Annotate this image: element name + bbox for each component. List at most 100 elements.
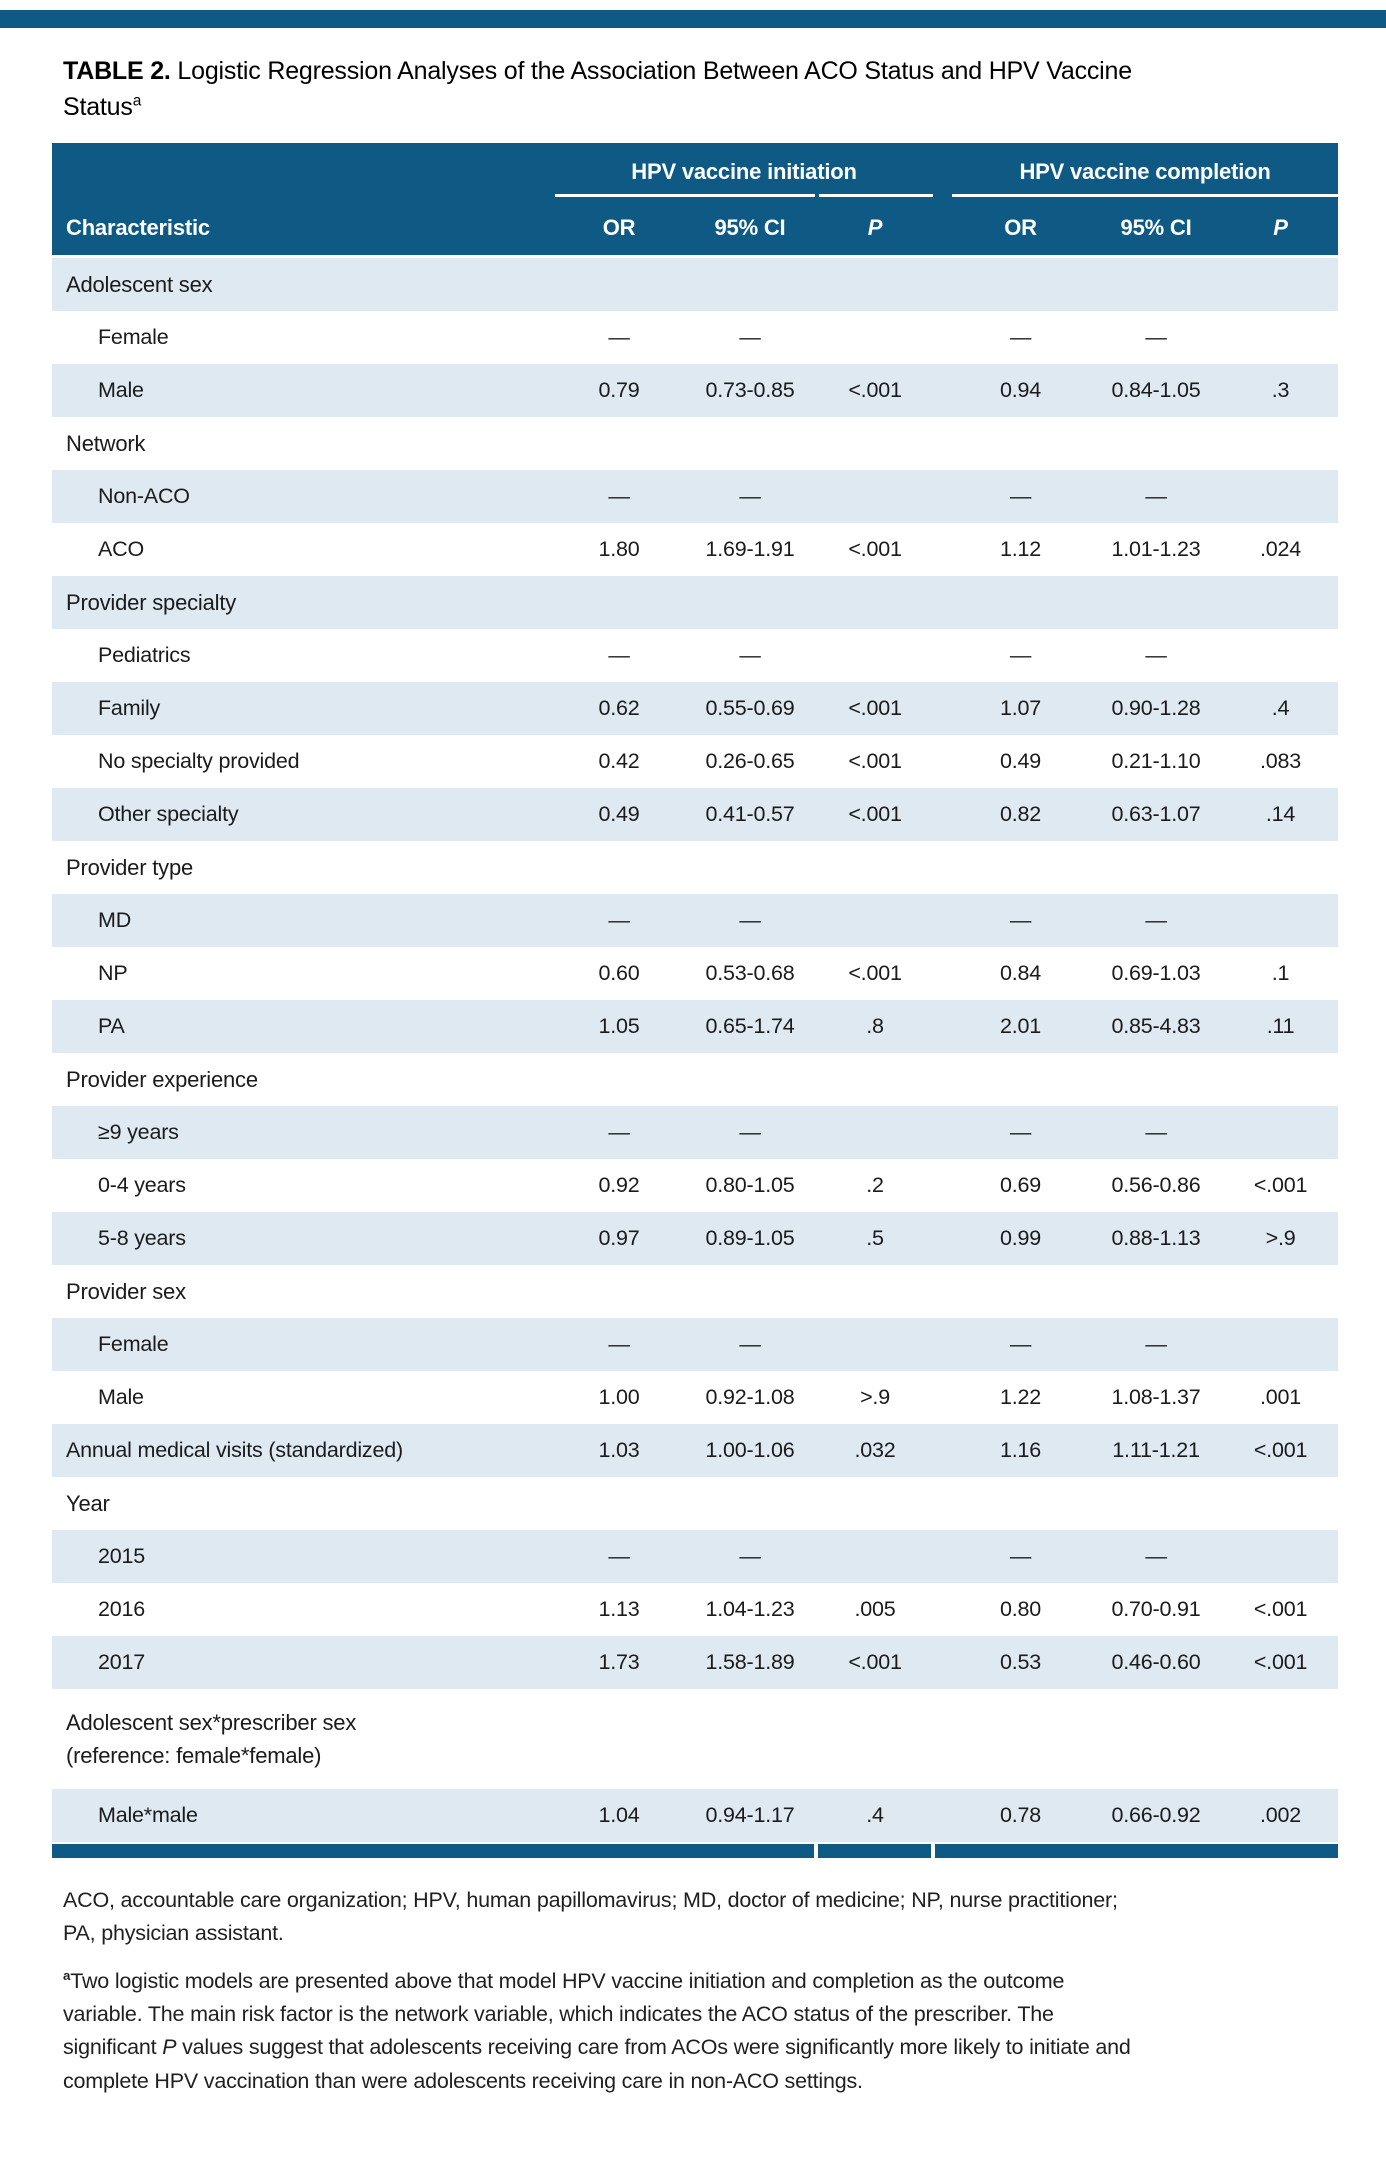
value-cell: — <box>952 470 1090 523</box>
value-cell: 1.12 <box>952 523 1090 576</box>
value-cell: — <box>683 1318 817 1371</box>
value-cell: — <box>952 1318 1090 1371</box>
value-cell: .8 <box>817 1000 934 1053</box>
value-cell: — <box>1089 470 1224 523</box>
value-cell: — <box>555 629 683 682</box>
page: TABLE 2. Logistic Regression Analyses of… <box>0 10 1386 2098</box>
value-cell: .4 <box>1223 682 1339 735</box>
table-group-row: Provider experience <box>52 1053 1339 1106</box>
column-gutter <box>933 1789 953 1842</box>
column-gutter <box>933 364 953 417</box>
value-cell <box>1223 894 1339 947</box>
table-row: No specialty provided 0.42 0.26-0.65 <.001 0… <box>52 735 1339 788</box>
group-row-label: Adolescent sex*prescriber sex (reference:… <box>52 1689 1339 1789</box>
value-cell: 0.41-0.57 <box>683 788 817 841</box>
table-row: Annual medical visits (standardized) 1.03… <box>52 1424 1339 1477</box>
value-cell: 0.66-0.92 <box>1089 1789 1224 1842</box>
footnote-a-marker: a <box>63 1967 71 1983</box>
value-cell: <.001 <box>817 1636 934 1689</box>
column-group-header-row: HPV vaccine initiation HPV vaccine compl… <box>52 143 1339 200</box>
column-gutter <box>933 311 953 364</box>
value-cell <box>817 470 934 523</box>
value-cell: 1.04 <box>555 1789 683 1842</box>
title-footnote-marker: a <box>132 92 142 110</box>
value-cell: — <box>683 1530 817 1583</box>
column-gutter <box>933 523 953 576</box>
row-label: 2015 <box>52 1530 555 1583</box>
value-cell: .005 <box>817 1583 934 1636</box>
value-cell: <.001 <box>817 523 934 576</box>
value-cell <box>1223 629 1339 682</box>
value-cell: — <box>683 629 817 682</box>
row-label: Male <box>52 364 555 417</box>
value-cell: 0.62 <box>555 682 683 735</box>
value-cell: 0.90-1.28 <box>1089 682 1224 735</box>
value-cell: — <box>952 894 1090 947</box>
table-row: 2017 1.73 1.58-1.89 <.001 0.53 0.46-0.60 <.001 <box>52 1636 1339 1689</box>
footnote-italic-p: P <box>162 2035 177 2060</box>
table-row: Male*male 1.04 0.94-1.17.4 0.78 0.66-0.92.00… <box>52 1789 1339 1842</box>
value-cell: — <box>952 629 1090 682</box>
value-cell: .11 <box>1223 1000 1339 1053</box>
row-label: Male <box>52 1371 555 1424</box>
value-cell: 1.11-1.21 <box>1089 1424 1224 1477</box>
table-row: MD — — — — <box>52 894 1339 947</box>
value-cell: 0.99 <box>952 1212 1090 1265</box>
value-cell <box>1223 311 1339 364</box>
table-title: TABLE 2. Logistic Regression Analyses of… <box>63 54 1213 125</box>
row-label: Female <box>52 1318 555 1371</box>
row-label: Pediatrics <box>52 629 555 682</box>
table-group-row: Provider type <box>52 841 1339 894</box>
column-gutter <box>933 682 953 735</box>
value-cell: 1.00 <box>555 1371 683 1424</box>
value-cell: 0.92 <box>555 1159 683 1212</box>
value-cell: .2 <box>817 1159 934 1212</box>
column-gutter <box>933 1212 953 1265</box>
column-group-initiation-cell: HPV vaccine initiation <box>555 143 934 200</box>
table-group-row: Provider specialty <box>52 576 1339 629</box>
value-cell: 0.46-0.60 <box>1089 1636 1224 1689</box>
table-row: Family 0.62 0.55-0.69 <.001 1.07 0.90-1.28.4 <box>52 682 1339 735</box>
value-cell: 0.70-0.91 <box>1089 1583 1224 1636</box>
group-row-label: Provider sex <box>52 1265 1339 1318</box>
value-cell <box>817 629 934 682</box>
value-cell: 1.69-1.91 <box>683 523 817 576</box>
value-cell: 1.08-1.37 <box>1089 1371 1224 1424</box>
value-cell: 0.53-0.68 <box>683 947 817 1000</box>
value-cell: — <box>1089 894 1224 947</box>
footnote-text-segment: Two logistic models are presented above … <box>63 1968 1065 2060</box>
column-header-row: Characteristic OR 95% CI P OR 95% CI P <box>52 200 1339 258</box>
value-cell: <.001 <box>817 788 934 841</box>
value-cell: 0.49 <box>555 788 683 841</box>
value-cell: 1.58-1.89 <box>683 1636 817 1689</box>
column-group-completion-label: HPV vaccine completion <box>1019 159 1271 184</box>
column-gutter <box>933 735 953 788</box>
table-bottom-rule <box>52 1844 1338 1858</box>
value-cell: — <box>1089 629 1224 682</box>
column-gutter <box>933 788 953 841</box>
value-cell <box>1223 1318 1339 1371</box>
value-cell: 0.89-1.05 <box>683 1212 817 1265</box>
table-row: 2015— — — — <box>52 1530 1339 1583</box>
group-row-label: Adolescent sex <box>52 256 1339 311</box>
value-cell <box>1223 1106 1339 1159</box>
table-label: TABLE 2. <box>63 57 171 85</box>
table-group-row: Adolescent sex*prescriber sex (reference:… <box>52 1689 1339 1789</box>
value-cell: 0.84 <box>952 947 1090 1000</box>
row-label: Non-ACO <box>52 470 555 523</box>
value-cell: 0.78 <box>952 1789 1090 1842</box>
table-row: Other specialty 0.49 0.41-0.57 <.001 0.82 0.6… <box>52 788 1339 841</box>
value-cell: — <box>555 470 683 523</box>
group-row-label-line1: Adolescent sex*prescriber sex <box>66 1710 357 1735</box>
column-group-gutter <box>933 143 953 200</box>
table-row: NP 0.60 0.53-0.68 <.001 0.84 0.69-1.03.1 <box>52 947 1339 1000</box>
table-group-row: Network <box>52 417 1339 470</box>
value-cell: — <box>555 311 683 364</box>
value-cell: — <box>1089 1106 1224 1159</box>
value-cell: .5 <box>817 1212 934 1265</box>
value-cell: <.001 <box>817 364 934 417</box>
table-row: 0-4 years 0.92 0.80-1.05.2 0.69 0.56-0.86 <.0… <box>52 1159 1339 1212</box>
col-header-p-initiation: P <box>817 200 934 258</box>
column-gutter <box>933 1159 953 1212</box>
value-cell: 0.49 <box>952 735 1090 788</box>
